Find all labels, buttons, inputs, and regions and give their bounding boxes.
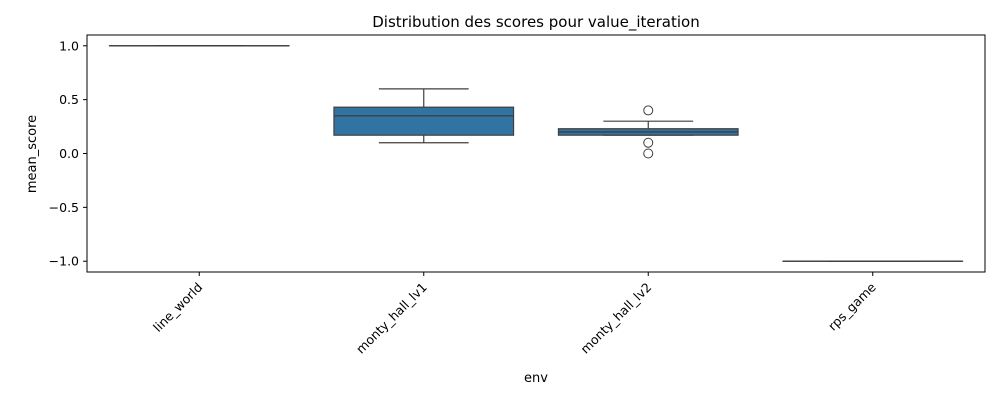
outlier-point xyxy=(643,137,654,148)
x-tick-label-rps-game: rps_game xyxy=(825,279,879,333)
x-tick-label-line-world: line_world xyxy=(150,280,205,335)
y-axis: 1.0 0.5 0.0 −0.5 −1.0 xyxy=(49,38,87,269)
box-monty-hall-lv1 xyxy=(333,88,515,144)
chart-title: Distribution des scores pour value_itera… xyxy=(372,13,699,32)
box-iqr xyxy=(333,106,515,136)
outlier-point xyxy=(643,105,654,116)
y-tick-label: −0.5 xyxy=(49,200,79,215)
y-tick-label: 0.0 xyxy=(59,146,79,161)
y-axis-label: mean_score xyxy=(25,115,40,193)
x-tick-label-monty-hall-lv1: monty_hall_lv1 xyxy=(353,280,430,357)
x-tick-label-monty-hall-lv2: monty_hall_lv2 xyxy=(577,280,654,357)
x-axis-label: env xyxy=(524,371,548,386)
x-axis: line_world monty_hall_lv1 monty_hall_lv2 rp… xyxy=(150,272,879,357)
y-tick-label: 1.0 xyxy=(59,38,79,53)
boxes-layer xyxy=(108,45,964,262)
plot-area-frame xyxy=(86,34,986,273)
outlier-point xyxy=(643,148,654,159)
box-monty-hall-lv2 xyxy=(557,105,739,159)
y-tick-label: −1.0 xyxy=(49,254,79,269)
y-tick-label: 0.5 xyxy=(59,92,79,107)
